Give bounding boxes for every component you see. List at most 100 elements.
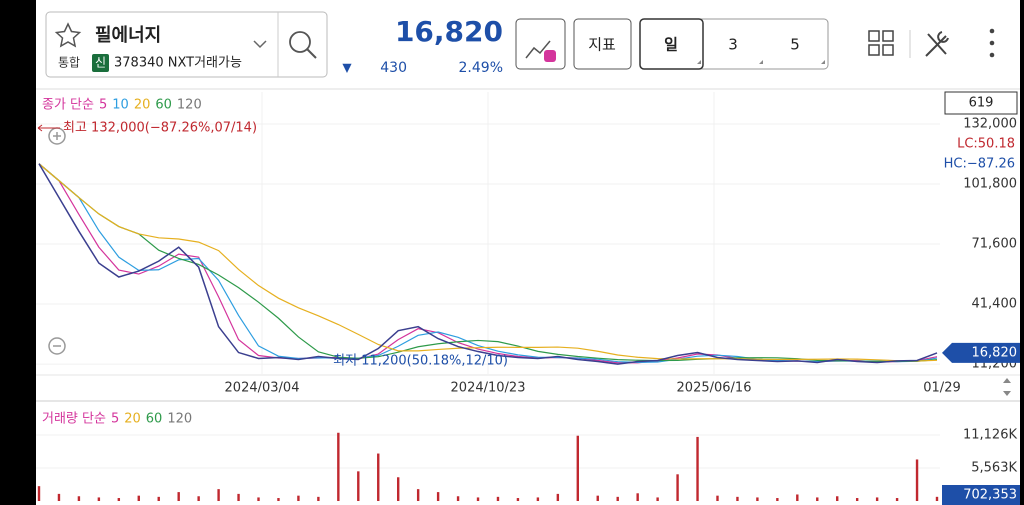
current-label: 16,820 <box>972 345 1018 360</box>
stock-name: 필에너지 <box>95 25 161 46</box>
count-value: 619 <box>969 96 994 111</box>
zoom-out[interactable] <box>48 337 66 355</box>
change-arrow: ▼ <box>342 61 352 75</box>
x-tick-label: 2025/06/16 <box>677 381 752 396</box>
legend-entry: 5 <box>111 412 119 427</box>
volume-bar <box>297 495 300 501</box>
moving-average <box>38 163 938 362</box>
period-corner <box>759 60 763 64</box>
volume-bar <box>656 497 659 501</box>
volume-bar <box>796 494 799 501</box>
volume-bar <box>37 486 41 501</box>
lc-label: LC:50.18 <box>957 137 1015 152</box>
legend-entry: 20 <box>124 412 141 427</box>
volume-bar <box>816 497 819 501</box>
volume-bar <box>716 495 719 501</box>
layout-icon <box>882 44 894 56</box>
high-label: 최고 132,000(−87.26%,07/14) <box>63 121 257 136</box>
legend-entry: 20 <box>134 98 151 113</box>
volume-bar <box>875 497 879 501</box>
period-option[interactable]: 5 <box>790 36 800 54</box>
volume-bar <box>137 495 140 501</box>
period-selected[interactable] <box>639 18 704 70</box>
y-tick-label: 11,126K <box>963 427 1017 442</box>
dropdown-chevron[interactable] <box>253 40 267 49</box>
volume-bar <box>476 497 480 501</box>
legend-entry: 5 <box>99 98 107 113</box>
layout-icon <box>882 30 894 42</box>
y-tick-label: 41,400 <box>972 297 1018 312</box>
search-icon-handle <box>306 48 317 59</box>
current-volume-badge <box>942 485 1020 505</box>
volume-bar <box>397 477 400 501</box>
credit-badge: 신 <box>95 56 106 70</box>
play-icon <box>544 50 556 62</box>
current-volume: 702,353 <box>963 488 1017 503</box>
legend-label: 종가 단순 <box>42 98 94 113</box>
volume-bar <box>756 497 759 501</box>
price-line <box>38 163 938 365</box>
volume-bar <box>77 496 81 501</box>
volume-bar <box>197 496 200 501</box>
volume-bar <box>436 492 440 501</box>
current-badge <box>942 342 1020 363</box>
legend-entry: 120 <box>177 98 202 113</box>
volume-bar <box>536 497 540 501</box>
credit-badge-bg <box>92 54 109 72</box>
period-option[interactable]: 3 <box>728 36 738 54</box>
menu-dot[interactable] <box>989 28 995 34</box>
y-tick-label: 101,800 <box>963 177 1017 192</box>
y-tick-label: 132,000 <box>963 116 1017 131</box>
search-box[interactable] <box>45 11 328 78</box>
volume-bar <box>616 496 619 501</box>
volume-bar <box>157 496 160 501</box>
volume-bar <box>556 493 560 501</box>
axis-scroll[interactable] <box>1003 378 1011 396</box>
low-label: 최저 11,200(50.18%,12/10) <box>333 354 508 369</box>
volume-bar <box>57 493 61 501</box>
search-icon[interactable] <box>289 31 311 53</box>
current-price: 16,820 <box>395 15 503 48</box>
indicator-button[interactable] <box>573 18 632 70</box>
volume-bar <box>377 453 380 501</box>
y-tick-label: 71,600 <box>972 237 1018 252</box>
legend-entry: 120 <box>167 412 192 427</box>
volume-bar <box>516 498 520 501</box>
menu-dot <box>989 40 995 46</box>
market-label: 통합 <box>58 56 80 70</box>
layout-icon <box>868 44 880 56</box>
period-corner <box>697 60 701 64</box>
volume-bar <box>636 493 639 501</box>
hc-label: HC:−87.26 <box>944 157 1015 172</box>
volume-bar <box>696 436 699 501</box>
legend-entry: 60 <box>146 412 163 427</box>
y-tick-label: 5,563K <box>971 460 1017 475</box>
menu-dot <box>989 52 995 58</box>
count-box <box>944 91 1018 115</box>
period-options: 일 3 5 <box>664 36 825 64</box>
volume-bar <box>416 489 420 501</box>
volume-bar <box>855 498 859 501</box>
favorite-star[interactable] <box>54 22 82 48</box>
indicator-label[interactable]: 지표 <box>588 36 616 54</box>
volume-bar <box>576 435 579 501</box>
volume-bar <box>117 498 121 501</box>
volume-bar <box>596 495 599 501</box>
layout-icon[interactable] <box>868 30 880 42</box>
volume-bar <box>237 493 240 501</box>
period-option[interactable]: 일 <box>664 36 678 54</box>
settings-icon[interactable] <box>925 31 949 57</box>
volume-bar <box>935 496 939 501</box>
volume-bar <box>915 459 919 501</box>
volume-bar <box>676 474 679 501</box>
chart-type-button[interactable] <box>515 18 566 70</box>
volume-bar <box>337 432 340 501</box>
volume-bar <box>895 498 899 501</box>
x-tick-label: 01/29 <box>923 381 960 396</box>
high-arrow <box>37 124 60 132</box>
volume-bar <box>277 498 280 501</box>
chart-icon <box>525 40 551 59</box>
volume-bar <box>357 471 360 501</box>
volume-bar <box>177 492 180 501</box>
